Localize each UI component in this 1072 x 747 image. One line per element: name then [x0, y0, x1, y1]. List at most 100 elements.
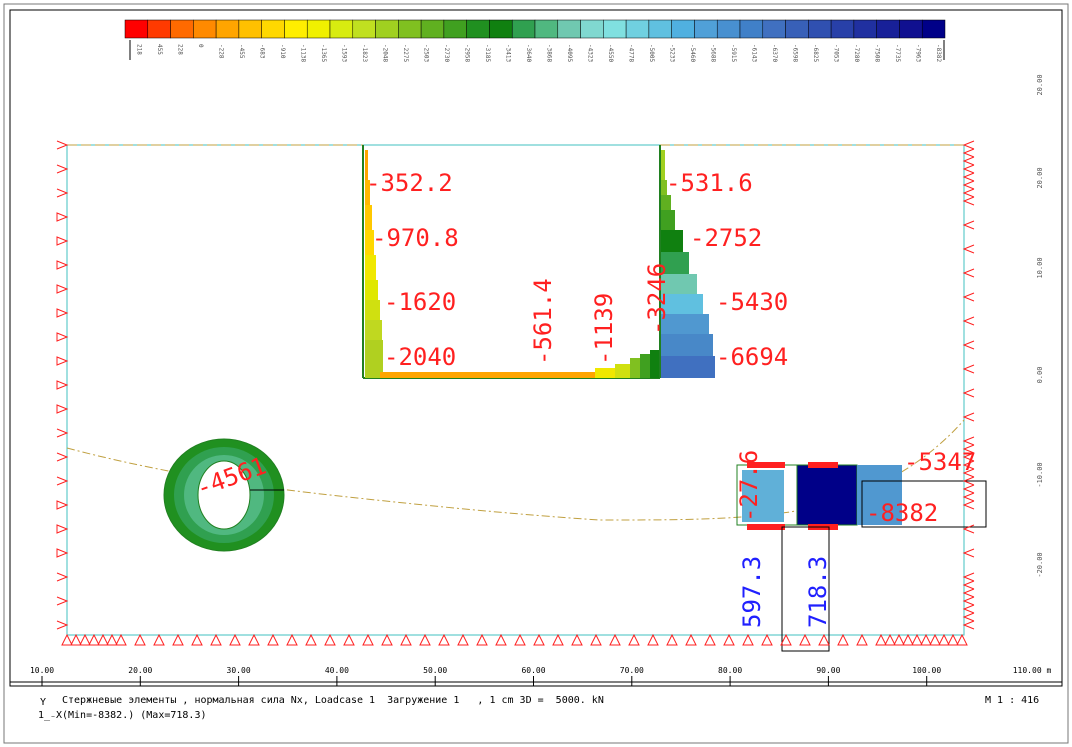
force-label: -2040	[384, 343, 456, 371]
legend-swatch	[580, 19, 604, 39]
force-label-positive: 718.3	[804, 556, 832, 628]
legend-tick-label: -5915	[730, 44, 737, 62]
legend-tick-label: -1593	[340, 44, 347, 62]
support-mark	[56, 428, 69, 438]
legend-tick-label: -2275	[402, 44, 409, 62]
legend-tick-label: -6143	[750, 44, 757, 62]
tunnel-ring	[163, 438, 285, 552]
caption-minmax: (Min=-8382.) (Max=718.3)	[62, 710, 207, 721]
support-mark	[210, 633, 222, 646]
force-label: -970.8	[372, 224, 459, 252]
bottom-slab-diagram	[380, 350, 659, 378]
legend-tick-label: -3413	[504, 44, 511, 62]
support-mark	[962, 412, 975, 422]
support-mark	[305, 633, 317, 646]
support-mark	[647, 633, 659, 646]
support-mark	[56, 452, 69, 462]
legend-swatch	[375, 19, 399, 39]
legend-swatch	[557, 19, 581, 39]
legend-swatch	[739, 19, 764, 39]
support-mark	[56, 356, 69, 366]
x-tick-label: 40.00	[325, 666, 349, 675]
legend-tick-label: -228	[217, 44, 224, 59]
support-mark	[56, 164, 69, 174]
legend-tick-label: -683	[258, 44, 265, 59]
legend-tick-label: -4550	[607, 44, 614, 62]
force-label: -2752	[690, 224, 762, 252]
x-tick-label: 20.00	[128, 666, 152, 675]
y-axis: 20.00 20.00 10.00 0.00 -10.00 -20.00	[1036, 74, 1044, 577]
support-mark	[533, 633, 545, 646]
support-mark	[962, 500, 975, 510]
support-mark	[962, 196, 975, 206]
legend-swatch	[489, 19, 513, 39]
support-mark	[229, 633, 241, 646]
legend-tick-label: -8382	[935, 44, 942, 62]
support-mark	[962, 572, 975, 582]
legend-swatch	[899, 19, 923, 39]
support-mark	[56, 236, 69, 246]
x-axis-end-label: 110.00 m	[1013, 666, 1052, 675]
legend-swatch	[603, 19, 627, 39]
legend-swatch	[193, 19, 217, 39]
legend-swatch	[808, 19, 832, 39]
bottom-supports	[61, 633, 968, 646]
force-label: -6694	[716, 343, 788, 371]
support-mark	[56, 260, 69, 270]
y-tick-label: 20.00	[1036, 167, 1044, 188]
support-mark	[962, 604, 975, 614]
legend-swatch	[921, 19, 946, 39]
support-mark	[837, 633, 849, 646]
support-mark	[962, 452, 975, 462]
force-label: -1620	[384, 288, 456, 316]
support-mark	[902, 633, 914, 646]
legend-swatch	[466, 19, 490, 39]
support-mark	[106, 633, 118, 646]
legend-tick-label: 228	[176, 44, 183, 55]
support-mark	[419, 633, 431, 646]
support-mark	[362, 633, 374, 646]
support-mark	[962, 620, 975, 630]
legend-swatch	[876, 19, 900, 39]
support-mark	[962, 164, 975, 174]
support-mark	[962, 444, 975, 454]
legend-tick-label: -7508	[873, 44, 880, 62]
x-tick-label: 50.00	[423, 666, 447, 675]
support-mark	[938, 633, 950, 646]
legend-swatch	[830, 19, 855, 39]
legend-swatch	[853, 19, 877, 39]
support-mark	[495, 633, 507, 646]
legend-swatch	[147, 19, 171, 39]
box-structure	[736, 462, 987, 652]
legend-swatch	[671, 19, 695, 39]
legend-tick-label: -5005	[648, 44, 655, 62]
legend-swatch	[329, 19, 354, 39]
y-tick-label: 20.00	[1036, 74, 1044, 95]
legend-tick-label: -2958	[463, 44, 470, 62]
force-label-positive: 597.3	[738, 556, 766, 628]
support-mark	[962, 316, 975, 326]
support-mark	[962, 476, 975, 486]
support-mark	[56, 596, 69, 606]
support-mark	[153, 633, 165, 646]
support-mark	[962, 612, 975, 622]
legend-swatch	[648, 19, 672, 39]
legend-swatch	[534, 19, 559, 39]
support-mark	[962, 244, 975, 254]
x-tick-label: 90.00	[816, 666, 840, 675]
support-mark	[56, 476, 69, 486]
legend-tick-label: 218	[135, 44, 142, 55]
left-supports	[56, 140, 69, 630]
support-mark	[947, 633, 959, 646]
support-mark	[761, 633, 773, 646]
support-mark	[685, 633, 697, 646]
legend-swatch	[238, 19, 262, 39]
support-mark	[267, 633, 279, 646]
support-mark	[929, 633, 941, 646]
legend-tick-label: -1823	[361, 44, 368, 62]
support-mark	[780, 633, 792, 646]
support-mark	[962, 484, 975, 494]
support-mark	[381, 633, 393, 646]
left-wall-diagram	[365, 150, 383, 378]
support-mark	[571, 633, 583, 646]
